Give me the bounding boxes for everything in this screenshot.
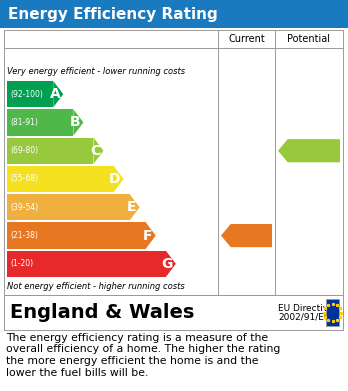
Bar [7,222,146,249]
Text: 79: 79 [304,144,324,158]
Text: A: A [49,87,60,101]
Text: Energy Efficiency Rating: Energy Efficiency Rating [8,7,218,22]
Polygon shape [94,138,103,164]
Text: E: E [127,200,137,214]
Text: England & Wales: England & Wales [10,303,195,322]
Polygon shape [53,81,63,107]
Text: Not energy efficient - higher running costs: Not energy efficient - higher running co… [7,282,185,291]
Bar [7,166,113,192]
Polygon shape [73,109,84,136]
Text: D: D [109,172,120,186]
Polygon shape [221,224,272,247]
Bar [7,251,166,277]
Text: F: F [143,229,153,242]
Text: Current: Current [228,34,265,44]
Polygon shape [278,139,340,162]
Bar [4,295,343,330]
Polygon shape [113,166,124,192]
Text: G: G [161,257,173,271]
Bar [7,109,73,136]
Text: C: C [90,144,101,158]
Text: 33: 33 [242,229,261,242]
Polygon shape [130,194,140,221]
Text: overall efficiency of a home. The higher the rating: overall efficiency of a home. The higher… [6,344,280,355]
Bar [4,30,343,295]
Text: lower the fuel bills will be.: lower the fuel bills will be. [6,368,148,377]
Text: (1-20): (1-20) [10,259,33,268]
Text: (81-91): (81-91) [10,118,38,127]
Text: Very energy efficient - lower running costs: Very energy efficient - lower running co… [7,67,185,76]
Text: (69-80): (69-80) [10,146,38,155]
Text: The energy efficiency rating is a measure of the: The energy efficiency rating is a measur… [6,333,268,343]
Text: the more energy efficient the home is and the: the more energy efficient the home is an… [6,356,259,366]
Text: (92-100): (92-100) [10,90,43,99]
Bar [0,0,348,28]
Bar [7,194,130,221]
Bar [326,299,339,326]
Bar [7,81,53,107]
Text: (39-54): (39-54) [10,203,38,212]
Text: 2002/91/EC: 2002/91/EC [278,312,330,321]
Text: (55-68): (55-68) [10,174,38,183]
Text: EU Directive: EU Directive [278,304,334,313]
Text: (21-38): (21-38) [10,231,38,240]
Bar [7,138,94,164]
Polygon shape [146,222,156,249]
Text: B: B [70,115,80,129]
Text: Potential: Potential [287,34,331,44]
Polygon shape [166,251,176,277]
